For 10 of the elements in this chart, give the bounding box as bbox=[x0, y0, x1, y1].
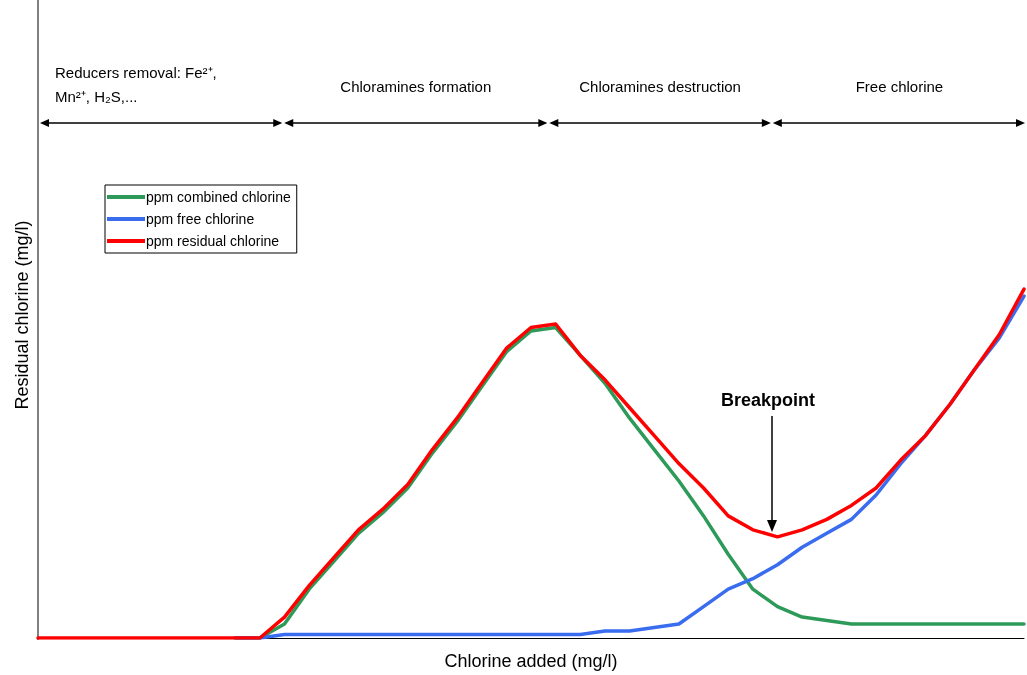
text: Chloramines destruction bbox=[579, 77, 741, 95]
text: Chloramines formation bbox=[340, 77, 492, 95]
text: Free chlorine bbox=[855, 77, 944, 95]
legend-label: ppm combined chlorine bbox=[146, 189, 291, 205]
legend-label: ppm free chlorine bbox=[146, 211, 255, 227]
y-axis-title: Residual chlorine (mg/l) bbox=[12, 220, 32, 410]
x-axis-title: Chlorine added (mg/l) bbox=[444, 651, 618, 671]
annotation: Breakpoint bbox=[720, 390, 816, 410]
legend-label: ppm residual chlorine bbox=[146, 233, 280, 249]
text: Reducers removal: Fe²⁺, Mn²⁺, H₂S,... bbox=[55, 63, 221, 105]
